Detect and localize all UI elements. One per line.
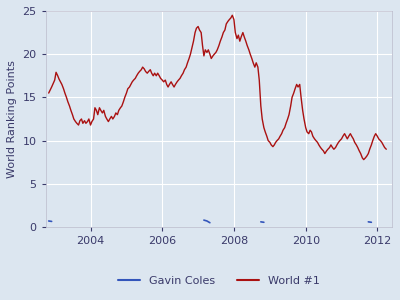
Legend: Gavin Coles, World #1: Gavin Coles, World #1 <box>113 272 325 290</box>
Y-axis label: World Ranking Points: World Ranking Points <box>7 60 17 178</box>
